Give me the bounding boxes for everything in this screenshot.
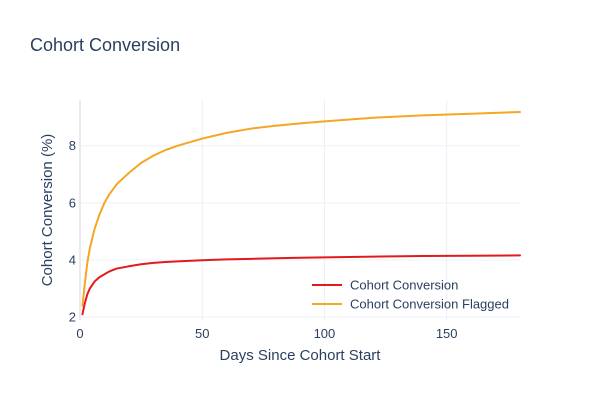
x-axis-ticks: 0 50 100 150 [76, 326, 457, 341]
legend-label: Cohort Conversion [350, 278, 458, 293]
series-line-1[interactable] [81, 254, 521, 316]
x-tick-label: 100 [314, 326, 336, 341]
x-tick-label: 0 [76, 326, 83, 341]
y-axis-ticks: 2 4 6 8 [69, 138, 76, 324]
y-tick-label: 4 [69, 253, 76, 268]
legend-item[interactable]: Cohort Conversion [312, 278, 458, 293]
x-tick-label: 50 [195, 326, 209, 341]
x-tick-label: 150 [436, 326, 458, 341]
legend-label: Cohort Conversion Flagged [350, 297, 509, 312]
y-axis-title: Cohort Conversion (%) [39, 134, 56, 287]
grid-lines [79, 100, 520, 320]
legend-item[interactable]: Cohort Conversion Flagged [312, 297, 509, 312]
y-tick-label: 6 [69, 195, 76, 210]
x-axis-title: Days Since Cohort Start [220, 347, 382, 364]
y-tick-label: 8 [69, 138, 76, 153]
series-line-2[interactable] [81, 111, 521, 307]
legend[interactable]: Cohort Conversion Cohort Conversion Flagg… [312, 278, 509, 312]
y-tick-label: 2 [69, 310, 76, 325]
chart-title: Cohort Conversion [30, 35, 180, 55]
series-layer [81, 111, 521, 316]
